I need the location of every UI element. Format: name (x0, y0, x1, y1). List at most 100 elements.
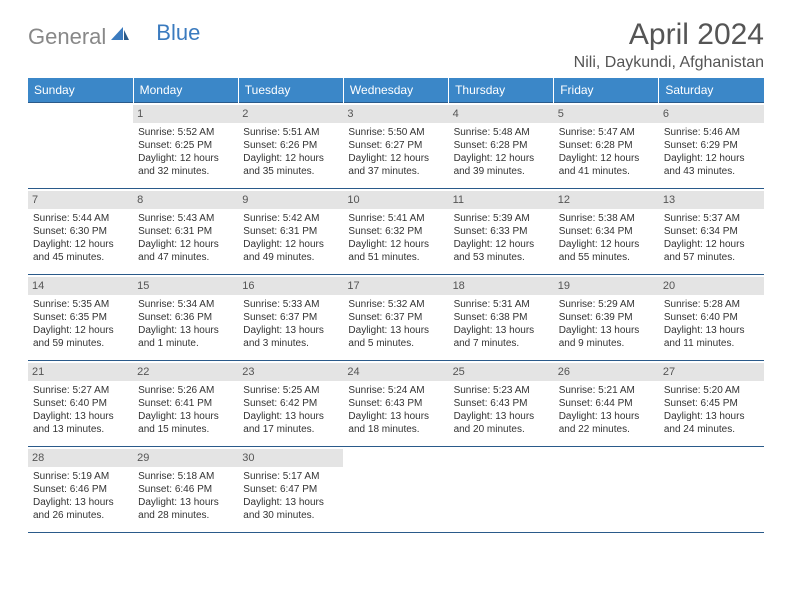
day-number: 21 (28, 363, 133, 381)
sunrise-text: Sunrise: 5:48 AM (454, 126, 549, 139)
sunrise-text: Sunrise: 5:27 AM (33, 384, 128, 397)
day-cell: 11Sunrise: 5:39 AMSunset: 6:33 PMDayligh… (449, 189, 554, 275)
sunset-text: Sunset: 6:44 PM (559, 397, 654, 410)
sunset-text: Sunset: 6:43 PM (454, 397, 549, 410)
day-number: 24 (343, 363, 448, 381)
daylight2-text: and 13 minutes. (33, 423, 128, 436)
day-cell: 8Sunrise: 5:43 AMSunset: 6:31 PMDaylight… (133, 189, 238, 275)
daylight1-text: Daylight: 13 hours (243, 496, 338, 509)
daylight2-text: and 57 minutes. (664, 251, 759, 264)
daylight1-text: Daylight: 12 hours (138, 238, 233, 251)
sunrise-text: Sunrise: 5:37 AM (664, 212, 759, 225)
logo: General Blue (28, 18, 178, 50)
day-cell: 3Sunrise: 5:50 AMSunset: 6:27 PMDaylight… (343, 103, 448, 189)
sunset-text: Sunset: 6:46 PM (33, 483, 128, 496)
daylight1-text: Daylight: 12 hours (559, 152, 654, 165)
daylight1-text: Daylight: 13 hours (348, 410, 443, 423)
day-cell: 4Sunrise: 5:48 AMSunset: 6:28 PMDaylight… (449, 103, 554, 189)
daylight2-text: and 30 minutes. (243, 509, 338, 522)
daylight2-text: and 43 minutes. (664, 165, 759, 178)
daylight2-text: and 32 minutes. (138, 165, 233, 178)
sunrise-text: Sunrise: 5:46 AM (664, 126, 759, 139)
day-cell: 14Sunrise: 5:35 AMSunset: 6:35 PMDayligh… (28, 275, 133, 361)
sunset-text: Sunset: 6:28 PM (559, 139, 654, 152)
day-header-sat: Saturday (659, 78, 764, 103)
day-number: 1 (133, 105, 238, 123)
day-cell: 5Sunrise: 5:47 AMSunset: 6:28 PMDaylight… (554, 103, 659, 189)
day-number: 22 (133, 363, 238, 381)
day-cell: 2Sunrise: 5:51 AMSunset: 6:26 PMDaylight… (238, 103, 343, 189)
day-number: 23 (238, 363, 343, 381)
calendar-table: Sunday Monday Tuesday Wednesday Thursday… (28, 78, 764, 533)
sunset-text: Sunset: 6:36 PM (138, 311, 233, 324)
day-number: 29 (133, 449, 238, 467)
sunset-text: Sunset: 6:33 PM (454, 225, 549, 238)
daylight2-text: and 37 minutes. (348, 165, 443, 178)
sunrise-text: Sunrise: 5:43 AM (138, 212, 233, 225)
sunset-text: Sunset: 6:34 PM (559, 225, 654, 238)
day-cell: 21Sunrise: 5:27 AMSunset: 6:40 PMDayligh… (28, 361, 133, 447)
day-number: 7 (28, 191, 133, 209)
daylight1-text: Daylight: 13 hours (348, 324, 443, 337)
sunset-text: Sunset: 6:39 PM (559, 311, 654, 324)
day-cell (659, 447, 764, 533)
sunrise-text: Sunrise: 5:38 AM (559, 212, 654, 225)
sunset-text: Sunset: 6:46 PM (138, 483, 233, 496)
daylight2-text: and 47 minutes. (138, 251, 233, 264)
daylight1-text: Daylight: 13 hours (559, 410, 654, 423)
sunrise-text: Sunrise: 5:18 AM (138, 470, 233, 483)
sunset-text: Sunset: 6:29 PM (664, 139, 759, 152)
daylight2-text: and 11 minutes. (664, 337, 759, 350)
day-cell: 28Sunrise: 5:19 AMSunset: 6:46 PMDayligh… (28, 447, 133, 533)
day-number (449, 449, 554, 467)
daylight1-text: Daylight: 12 hours (243, 152, 338, 165)
daylight1-text: Daylight: 12 hours (454, 238, 549, 251)
sunrise-text: Sunrise: 5:21 AM (559, 384, 654, 397)
day-cell: 26Sunrise: 5:21 AMSunset: 6:44 PMDayligh… (554, 361, 659, 447)
day-number (554, 449, 659, 467)
day-cell: 12Sunrise: 5:38 AMSunset: 6:34 PMDayligh… (554, 189, 659, 275)
sunset-text: Sunset: 6:28 PM (454, 139, 549, 152)
sunrise-text: Sunrise: 5:25 AM (243, 384, 338, 397)
day-header-wed: Wednesday (343, 78, 448, 103)
day-number: 16 (238, 277, 343, 295)
logo-blue-text: Blue (156, 20, 200, 46)
day-number: 10 (343, 191, 448, 209)
header: General Blue April 2024 Nili, Daykundi, … (28, 18, 764, 72)
sunrise-text: Sunrise: 5:28 AM (664, 298, 759, 311)
daylight1-text: Daylight: 12 hours (33, 324, 128, 337)
day-cell: 18Sunrise: 5:31 AMSunset: 6:38 PMDayligh… (449, 275, 554, 361)
daylight2-text: and 7 minutes. (454, 337, 549, 350)
week-row: 14Sunrise: 5:35 AMSunset: 6:35 PMDayligh… (28, 275, 764, 361)
sunrise-text: Sunrise: 5:19 AM (33, 470, 128, 483)
day-number: 3 (343, 105, 448, 123)
day-number: 4 (449, 105, 554, 123)
day-header-thu: Thursday (449, 78, 554, 103)
location-text: Nili, Daykundi, Afghanistan (574, 54, 764, 72)
week-row: 7Sunrise: 5:44 AMSunset: 6:30 PMDaylight… (28, 189, 764, 275)
sunset-text: Sunset: 6:37 PM (348, 311, 443, 324)
daylight1-text: Daylight: 13 hours (243, 324, 338, 337)
daylight1-text: Daylight: 12 hours (33, 238, 128, 251)
daylight1-text: Daylight: 12 hours (664, 238, 759, 251)
daylight2-text: and 1 minute. (138, 337, 233, 350)
daylight1-text: Daylight: 12 hours (138, 152, 233, 165)
sunrise-text: Sunrise: 5:51 AM (243, 126, 338, 139)
sunrise-text: Sunrise: 5:35 AM (33, 298, 128, 311)
sunset-text: Sunset: 6:38 PM (454, 311, 549, 324)
day-cell: 22Sunrise: 5:26 AMSunset: 6:41 PMDayligh… (133, 361, 238, 447)
day-number: 6 (659, 105, 764, 123)
daylight2-text: and 20 minutes. (454, 423, 549, 436)
sunset-text: Sunset: 6:40 PM (33, 397, 128, 410)
daylight1-text: Daylight: 13 hours (664, 410, 759, 423)
day-cell: 13Sunrise: 5:37 AMSunset: 6:34 PMDayligh… (659, 189, 764, 275)
logo-gray-text: General (28, 24, 106, 50)
sunset-text: Sunset: 6:43 PM (348, 397, 443, 410)
daylight2-text: and 59 minutes. (33, 337, 128, 350)
day-number: 15 (133, 277, 238, 295)
day-cell: 25Sunrise: 5:23 AMSunset: 6:43 PMDayligh… (449, 361, 554, 447)
day-header-tue: Tuesday (238, 78, 343, 103)
day-cell: 27Sunrise: 5:20 AMSunset: 6:45 PMDayligh… (659, 361, 764, 447)
day-cell (449, 447, 554, 533)
sunset-text: Sunset: 6:31 PM (138, 225, 233, 238)
